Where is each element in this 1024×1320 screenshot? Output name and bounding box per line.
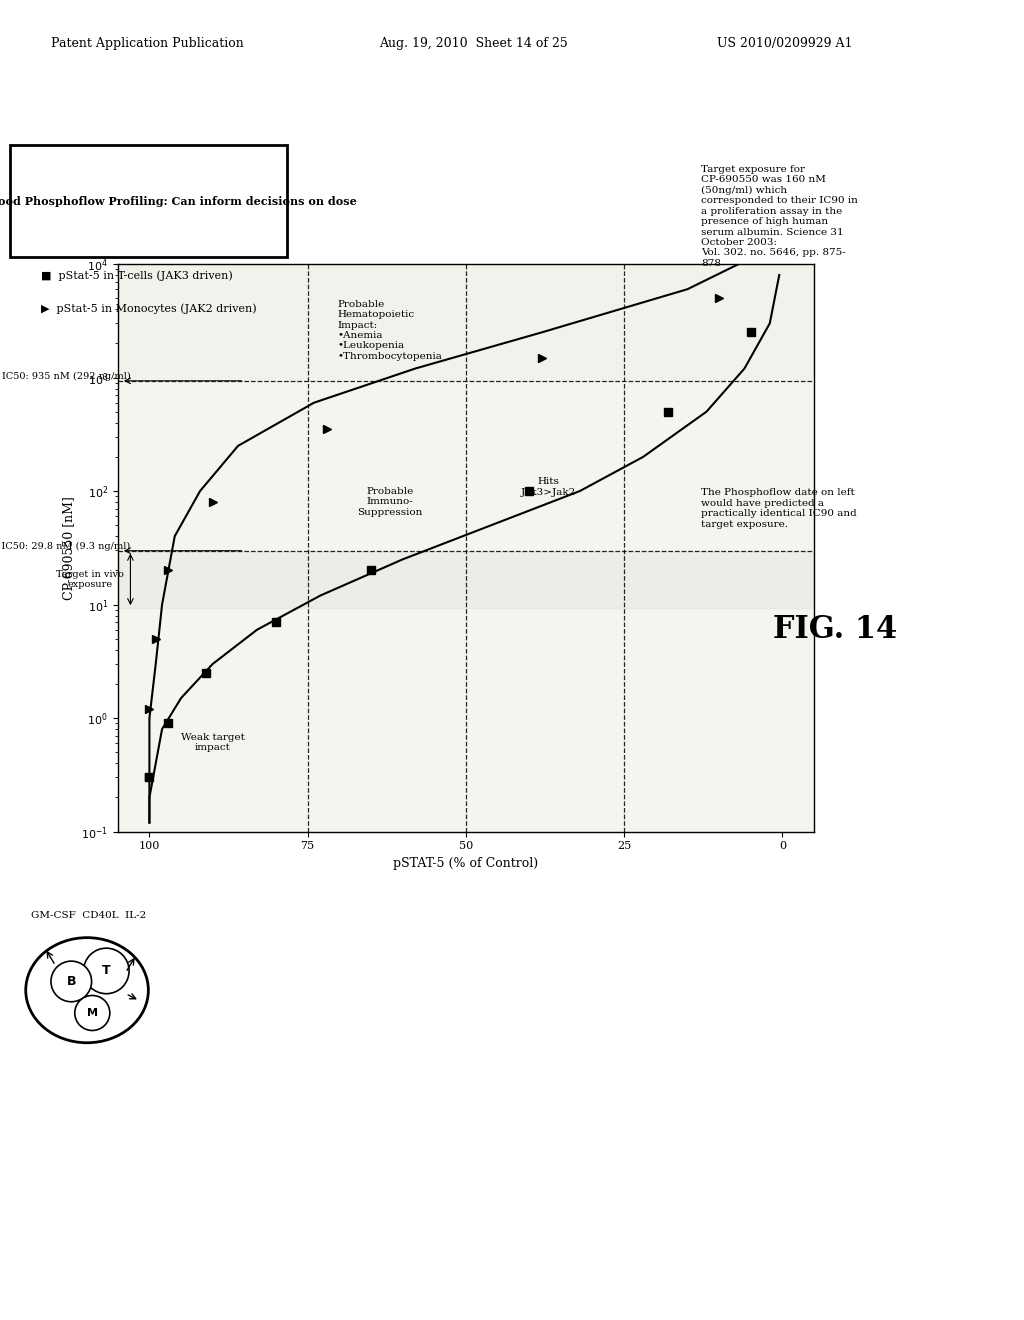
Text: Monocyte IC50: 935 nM (292 ng/ml): Monocyte IC50: 935 nM (292 ng/ml) — [0, 372, 130, 381]
Y-axis label: CP-690550 [nM]: CP-690550 [nM] — [62, 496, 76, 599]
Text: Hits
Jak3>Jak2: Hits Jak3>Jak2 — [520, 477, 575, 496]
Circle shape — [51, 961, 91, 1002]
Text: Aug. 19, 2010  Sheet 14 of 25: Aug. 19, 2010 Sheet 14 of 25 — [379, 37, 567, 50]
Text: Whole Blood Phosphoflow Profiling: Can inform decisions on dose: Whole Blood Phosphoflow Profiling: Can i… — [0, 195, 356, 207]
Text: Patent Application Publication: Patent Application Publication — [51, 37, 244, 50]
X-axis label: pSTAT-5 (% of Control): pSTAT-5 (% of Control) — [393, 857, 539, 870]
Text: Weak target
impact: Weak target impact — [181, 733, 245, 752]
Text: FIG. 14: FIG. 14 — [773, 614, 897, 644]
Text: Target in vivo
exposure: Target in vivo exposure — [56, 570, 124, 589]
Text: B: B — [67, 975, 76, 987]
Text: GM-CSF  CD40L  IL-2: GM-CSF CD40L IL-2 — [31, 911, 146, 920]
Text: ■  pStat-5 in T-cells (JAK3 driven): ■ pStat-5 in T-cells (JAK3 driven) — [41, 271, 232, 281]
Text: T: T — [102, 965, 111, 977]
Bar — [118, 264, 814, 381]
Text: T cell IC50: 29.8 nM (9.3 ng/ml): T cell IC50: 29.8 nM (9.3 ng/ml) — [0, 541, 130, 550]
Ellipse shape — [26, 937, 148, 1043]
Text: Target exposure for
CP-690550 was 160 nM
(50ng/ml) which
corresponded to their I: Target exposure for CP-690550 was 160 nM… — [701, 165, 858, 268]
Text: ▶  pStat-5 in Monocytes (JAK2 driven): ▶ pStat-5 in Monocytes (JAK2 driven) — [41, 304, 257, 314]
Text: The Phosphoflow date on left
would have predicted a
practically identical IC90 a: The Phosphoflow date on left would have … — [701, 488, 857, 528]
Text: Probable
Immuno-
Suppression: Probable Immuno- Suppression — [357, 487, 423, 516]
Circle shape — [75, 995, 110, 1031]
Text: Probable
Hematopoietic
Impact:
•Anemia
•Leukopenia
•Thrombocytopenia: Probable Hematopoietic Impact: •Anemia •… — [338, 300, 442, 360]
Circle shape — [84, 948, 129, 994]
Text: M: M — [87, 1008, 98, 1018]
Bar — [118, 550, 814, 609]
Text: US 2010/0209929 A1: US 2010/0209929 A1 — [717, 37, 852, 50]
